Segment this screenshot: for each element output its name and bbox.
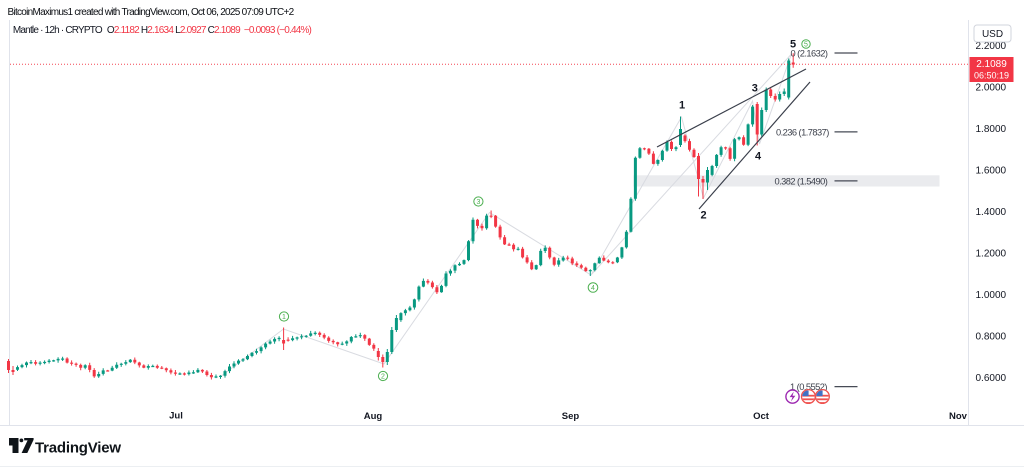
svg-text:USD: USD <box>982 29 1003 40</box>
svg-text:2.0000: 2.0000 <box>976 83 1007 94</box>
svg-text:3: 3 <box>476 199 480 206</box>
svg-text:0.236 (1.7837): 0.236 (1.7837) <box>776 127 829 137</box>
svg-text:1.4000: 1.4000 <box>976 207 1007 218</box>
svg-text:1: 1 <box>282 314 286 321</box>
svg-text:3: 3 <box>752 83 758 95</box>
svg-text:2.1089: 2.1089 <box>976 59 1007 70</box>
svg-text:Oct: Oct <box>753 411 770 422</box>
svg-text:1.2000: 1.2000 <box>976 249 1007 260</box>
svg-text:0 (2.1632): 0 (2.1632) <box>791 49 828 59</box>
svg-text:Sep: Sep <box>562 411 580 422</box>
svg-text:06:50:19: 06:50:19 <box>974 71 1009 81</box>
svg-text:5: 5 <box>790 38 796 50</box>
svg-text:5: 5 <box>804 42 808 49</box>
svg-text:0.8000: 0.8000 <box>976 332 1007 343</box>
svg-text:4: 4 <box>591 285 595 292</box>
svg-text:TradingView: TradingView <box>35 440 121 457</box>
svg-text:Nov: Nov <box>949 411 968 422</box>
svg-text:2: 2 <box>381 374 385 381</box>
svg-text:2: 2 <box>700 209 706 221</box>
svg-text:0.382 (1.5490): 0.382 (1.5490) <box>775 176 828 186</box>
svg-text:1.6000: 1.6000 <box>976 166 1007 177</box>
svg-text:1.8000: 1.8000 <box>976 124 1007 135</box>
svg-text:BitcoinMaximus1 created with T: BitcoinMaximus1 created with TradingView… <box>8 7 295 18</box>
svg-text:2.2000: 2.2000 <box>976 41 1007 52</box>
svg-text:Jul: Jul <box>169 411 183 422</box>
svg-text:1.0000: 1.0000 <box>976 290 1007 301</box>
svg-text:1: 1 <box>679 100 685 112</box>
svg-text:0.6000: 0.6000 <box>976 373 1007 384</box>
svg-text:Mantle · 12h · CRYPTO O2.1182: Mantle · 12h · CRYPTO O2.1182 H2.1634 L2… <box>13 25 312 36</box>
svg-text:4: 4 <box>755 150 762 162</box>
svg-text:Aug: Aug <box>364 411 383 422</box>
svg-text:1 (0.5552): 1 (0.5552) <box>790 382 827 392</box>
